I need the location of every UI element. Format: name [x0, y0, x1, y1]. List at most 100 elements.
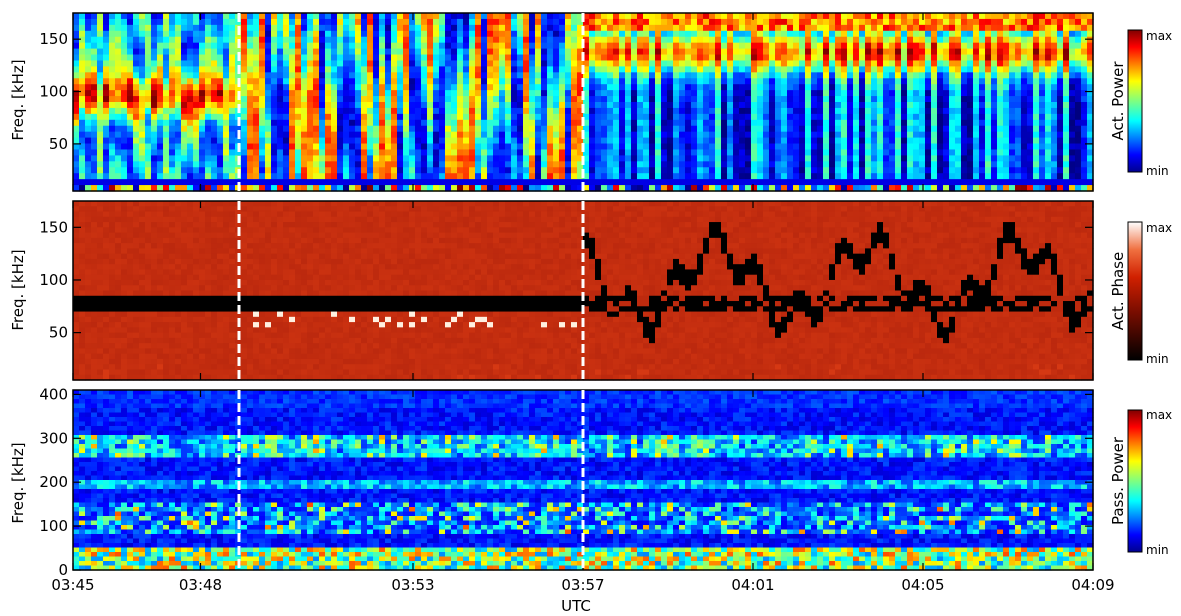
heatmap-cell — [769, 13, 776, 20]
heatmap-cell — [295, 179, 302, 186]
heatmap-cell — [145, 84, 152, 91]
heatmap-cell — [349, 55, 356, 62]
heatmap-cell — [937, 43, 944, 50]
heatmap-cell — [661, 161, 668, 168]
heatmap-cell — [115, 120, 122, 127]
heatmap-cell — [523, 13, 530, 20]
heatmap-cell — [1027, 167, 1034, 174]
heatmap-cell — [325, 149, 332, 156]
heatmap-cell — [295, 120, 302, 127]
heatmap-cell — [187, 144, 194, 151]
heatmap-cell — [121, 114, 128, 121]
heatmap-cell — [511, 132, 518, 139]
heatmap-cell — [643, 173, 650, 180]
heatmap-cell — [685, 167, 692, 174]
heatmap-cell — [133, 55, 140, 62]
heatmap-cell — [763, 60, 770, 67]
heatmap-cell — [757, 72, 764, 79]
heatmap-cell — [619, 78, 626, 85]
heatmap-cell — [649, 55, 656, 62]
heatmap-cell — [79, 126, 86, 133]
heatmap-cell — [865, 132, 872, 139]
heatmap-cell — [211, 126, 218, 133]
heatmap-cell — [703, 179, 710, 186]
heatmap-cell — [73, 13, 80, 20]
heatmap-cell — [859, 60, 866, 67]
heatmap-cell — [985, 25, 992, 32]
heatmap-cell — [325, 144, 332, 151]
heatmap-cell — [337, 114, 344, 121]
heatmap-cell — [295, 25, 302, 32]
heatmap-cell — [649, 60, 656, 67]
heatmap-cell — [769, 60, 776, 67]
heatmap-cell — [643, 84, 650, 91]
heatmap-cell — [271, 108, 278, 115]
heatmap-cell — [847, 55, 854, 62]
heatmap-cell — [325, 120, 332, 127]
heatmap-cell — [157, 37, 164, 44]
heatmap-cell — [319, 55, 326, 62]
heatmap-cell — [559, 37, 566, 44]
heatmap-cell — [895, 161, 902, 168]
heatmap-cell — [481, 132, 488, 139]
heatmap-cell — [343, 114, 350, 121]
heatmap-cell — [253, 37, 260, 44]
heatmap-cell — [463, 126, 470, 133]
heatmap-cell — [727, 96, 734, 103]
heatmap-cell — [787, 144, 794, 151]
heatmap-cell — [115, 66, 122, 73]
heatmap-cell — [691, 149, 698, 156]
heatmap-cell — [823, 149, 830, 156]
heatmap-cell — [979, 161, 986, 168]
heatmap-cell — [421, 43, 428, 50]
heatmap-cell — [169, 37, 176, 44]
heatmap-cell — [991, 60, 998, 67]
heatmap-cell — [103, 19, 110, 26]
heatmap-cell — [685, 102, 692, 109]
heatmap-cell — [937, 108, 944, 115]
heatmap-cell — [463, 114, 470, 121]
heatmap-cell — [325, 25, 332, 32]
heatmap-cell — [625, 72, 632, 79]
heatmap-cell — [865, 90, 872, 97]
heatmap-cell — [1051, 126, 1058, 133]
heatmap-cell — [847, 132, 854, 139]
heatmap-cell — [1009, 102, 1016, 109]
heatmap-cell — [355, 96, 362, 103]
heatmap-cell — [913, 149, 920, 156]
heatmap-cell — [835, 55, 842, 62]
heatmap-cell — [199, 161, 206, 168]
heatmap-cell — [517, 96, 524, 103]
heatmap-cell — [601, 132, 608, 139]
heatmap-cell — [997, 72, 1004, 79]
heatmap-cell — [625, 114, 632, 121]
heatmap-cell — [523, 173, 530, 180]
heatmap-cell — [571, 72, 578, 79]
heatmap-cell — [751, 37, 758, 44]
heatmap-cell — [451, 96, 458, 103]
heatmap-cell — [571, 138, 578, 145]
heatmap-cell — [865, 60, 872, 67]
heatmap-cell — [331, 108, 338, 115]
heatmap-cell — [247, 13, 254, 20]
heatmap-cell — [631, 102, 638, 109]
heatmap-cell — [367, 179, 374, 186]
heatmap-cell — [871, 132, 878, 139]
heatmap-cell — [1069, 72, 1076, 79]
heatmap-cell — [343, 78, 350, 85]
heatmap-cell — [439, 55, 446, 62]
heatmap-cell — [415, 49, 422, 56]
heatmap-cell — [289, 179, 296, 186]
heatmap-cell — [487, 31, 494, 38]
heatmap-cell — [373, 60, 380, 67]
heatmap-cell — [97, 78, 104, 85]
heatmap-cell — [649, 37, 656, 44]
heatmap-cell — [379, 43, 386, 50]
heatmap-cell — [637, 132, 644, 139]
heatmap-cell — [355, 161, 362, 168]
heatmap-cell — [391, 55, 398, 62]
heatmap-cell — [763, 167, 770, 174]
heatmap-cell — [937, 49, 944, 56]
heatmap-cell — [955, 149, 962, 156]
heatmap-cell — [913, 25, 920, 32]
